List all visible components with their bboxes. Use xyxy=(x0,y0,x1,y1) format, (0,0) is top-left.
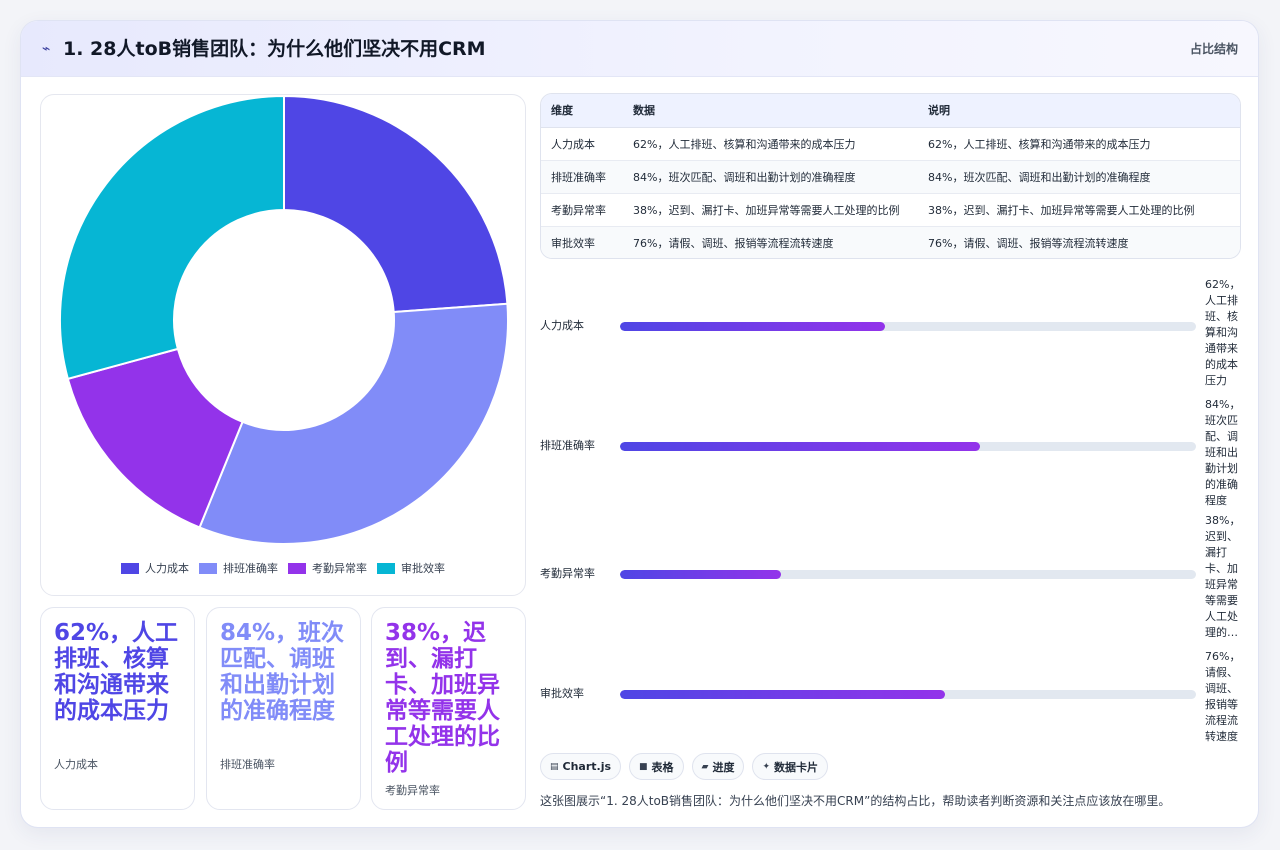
column-header: 维度 xyxy=(541,94,623,128)
feature-chips: ▤ Chart.js ■ 表格 ▰ 进度 ✦ 数据卡片 xyxy=(540,753,829,780)
legend-label: 排班准确率 xyxy=(223,562,278,575)
table-row: 审批效率 76%，请假、调班、报销等流程流转速度 76%，请假、调班、报销等流程… xyxy=(541,226,1240,258)
chip-chartjs[interactable]: ▤ Chart.js xyxy=(540,753,622,780)
data-table: 维度 数据 说明 人力成本 62%，人工排班、核算和沟通带来的成本压力 62%，… xyxy=(540,93,1241,259)
column-header: 说明 xyxy=(918,94,1240,128)
donut-slice-2[interactable] xyxy=(198,302,509,545)
legend-label: 人力成本 xyxy=(145,562,189,575)
chip-progress[interactable]: ▰ 进度 xyxy=(691,753,745,780)
donut-slice-4[interactable] xyxy=(59,95,285,381)
stat-value: 62%，人工排班、核算和沟通带来的成本压力 xyxy=(54,620,179,724)
table-cell: 38%，迟到、漏打卡、加班异常等需要人工处理的比例 xyxy=(918,193,1240,227)
stat-value: 38%，迟到、漏打卡、加班异常等需要人工处理的比例 xyxy=(385,620,500,776)
progress-label: 审批效率 xyxy=(540,687,584,700)
chip-label: Chart.js xyxy=(562,760,612,773)
progress-track xyxy=(620,442,1196,451)
sparkle-icon: ✦ xyxy=(762,761,771,772)
stat-label: 排班准确率 xyxy=(220,758,275,771)
chip-label: 数据卡片 xyxy=(774,760,819,774)
legend-swatch xyxy=(377,562,395,574)
donut-slice-3[interactable] xyxy=(66,347,244,529)
report-card: ⌁ 1. 28人toB销售团队：为什么他们坚决不用CRM 占比结构 人力成本 排班… xyxy=(20,20,1259,828)
table-header-row: 维度 数据 说明 xyxy=(541,94,1240,128)
doughnut-chart-panel: 人力成本 排班准确率 考勤异常率 审批效率 xyxy=(40,94,526,596)
legend-swatch xyxy=(288,562,306,574)
page-title: 1. 28人toB销售团队：为什么他们坚决不用CRM xyxy=(63,38,486,60)
chip-label: 表格 xyxy=(651,760,674,774)
legend-item[interactable]: 人力成本 xyxy=(121,559,189,577)
lightning-icon: ⌁ xyxy=(42,41,51,57)
table-row: 排班准确率 84%，班次匹配、调班和出勤计划的准确程度 84%，班次匹配、调班和… xyxy=(541,160,1240,194)
progress-label: 人力成本 xyxy=(540,319,584,332)
table-cell: 考勤异常率 xyxy=(541,193,623,227)
chart-type-tag: 占比结构 xyxy=(1189,42,1238,56)
table-row: 人力成本 62%，人工排班、核算和沟通带来的成本压力 62%，人工排班、核算和沟… xyxy=(541,127,1240,161)
stat-card: 62%，人工排班、核算和沟通带来的成本压力 人力成本 xyxy=(40,607,195,810)
progress-icon: ▰ xyxy=(701,761,709,772)
progress-label: 考勤异常率 xyxy=(540,567,595,580)
progress-value-text: 84%，班次匹配、调班和出勤计划的准确程度 xyxy=(1205,398,1241,507)
chip-table[interactable]: ■ 表格 xyxy=(629,753,684,780)
legend-item[interactable]: 考勤异常率 xyxy=(288,559,367,577)
chart-caption: 这张图展示“1. 28人toB销售团队：为什么他们坚决不用CRM”的结构占比，帮… xyxy=(540,794,1171,808)
table-cell: 84%，班次匹配、调班和出勤计划的准确程度 xyxy=(918,160,1240,194)
progress-value-text: 38%，迟到、漏打卡、加班异常等需要人工处理的比例 xyxy=(1205,514,1241,639)
stat-label: 考勤异常率 xyxy=(385,784,440,797)
stat-label: 人力成本 xyxy=(54,758,98,771)
chip-label: 进度 xyxy=(712,760,735,774)
progress-value-text: 76%，请假、调班、报销等流程流转速度 xyxy=(1205,650,1241,743)
legend-label: 审批效率 xyxy=(401,562,445,575)
stat-card: 38%，迟到、漏打卡、加班异常等需要人工处理的比例 考勤异常率 xyxy=(371,607,526,810)
chip-data-cards[interactable]: ✦ 数据卡片 xyxy=(752,753,829,780)
stat-value: 84%，班次匹配、调班和出勤计划的准确程度 xyxy=(220,620,345,724)
progress-fill xyxy=(620,690,946,699)
legend-item[interactable]: 审批效率 xyxy=(377,559,445,577)
column-header: 数据 xyxy=(623,94,918,128)
progress-track xyxy=(620,690,1196,699)
card-header: ⌁ 1. 28人toB销售团队：为什么他们坚决不用CRM 占比结构 xyxy=(21,21,1258,77)
table-cell: 38%，迟到、漏打卡、加班异常等需要人工处理的比例 xyxy=(623,193,918,227)
legend-swatch xyxy=(199,562,217,574)
table-cell: 76%，请假、调班、报销等流程流转速度 xyxy=(918,226,1240,258)
progress-fill xyxy=(620,570,782,579)
chart-legend: 人力成本 排班准确率 考勤异常率 审批效率 xyxy=(41,559,525,577)
table-cell: 排班准确率 xyxy=(541,160,623,194)
progress-track xyxy=(620,322,1196,331)
progress-fill xyxy=(620,322,885,331)
table-cell: 人力成本 xyxy=(541,127,623,161)
chart-icon: ▤ xyxy=(550,761,559,772)
progress-fill xyxy=(620,442,980,451)
progress-label: 排班准确率 xyxy=(540,439,595,452)
table-icon: ■ xyxy=(639,761,648,772)
table-cell: 84%，班次匹配、调班和出勤计划的准确程度 xyxy=(623,160,918,194)
legend-item[interactable]: 排班准确率 xyxy=(199,559,278,577)
table-cell: 审批效率 xyxy=(541,226,623,258)
progress-track xyxy=(620,570,1196,579)
doughnut-chart xyxy=(59,95,509,545)
legend-label: 考勤异常率 xyxy=(312,562,367,575)
legend-swatch xyxy=(121,562,139,574)
table-cell: 62%，人工排班、核算和沟通带来的成本压力 xyxy=(623,127,918,161)
table-cell: 76%，请假、调班、报销等流程流转速度 xyxy=(623,226,918,258)
table-row: 考勤异常率 38%，迟到、漏打卡、加班异常等需要人工处理的比例 38%，迟到、漏… xyxy=(541,193,1240,227)
stat-card: 84%，班次匹配、调班和出勤计划的准确程度 排班准确率 xyxy=(206,607,361,810)
progress-value-text: 62%，人工排班、核算和沟通带来的成本压力 xyxy=(1205,278,1241,387)
table-cell: 62%，人工排班、核算和沟通带来的成本压力 xyxy=(918,127,1240,161)
donut-slice-1[interactable] xyxy=(283,95,509,314)
